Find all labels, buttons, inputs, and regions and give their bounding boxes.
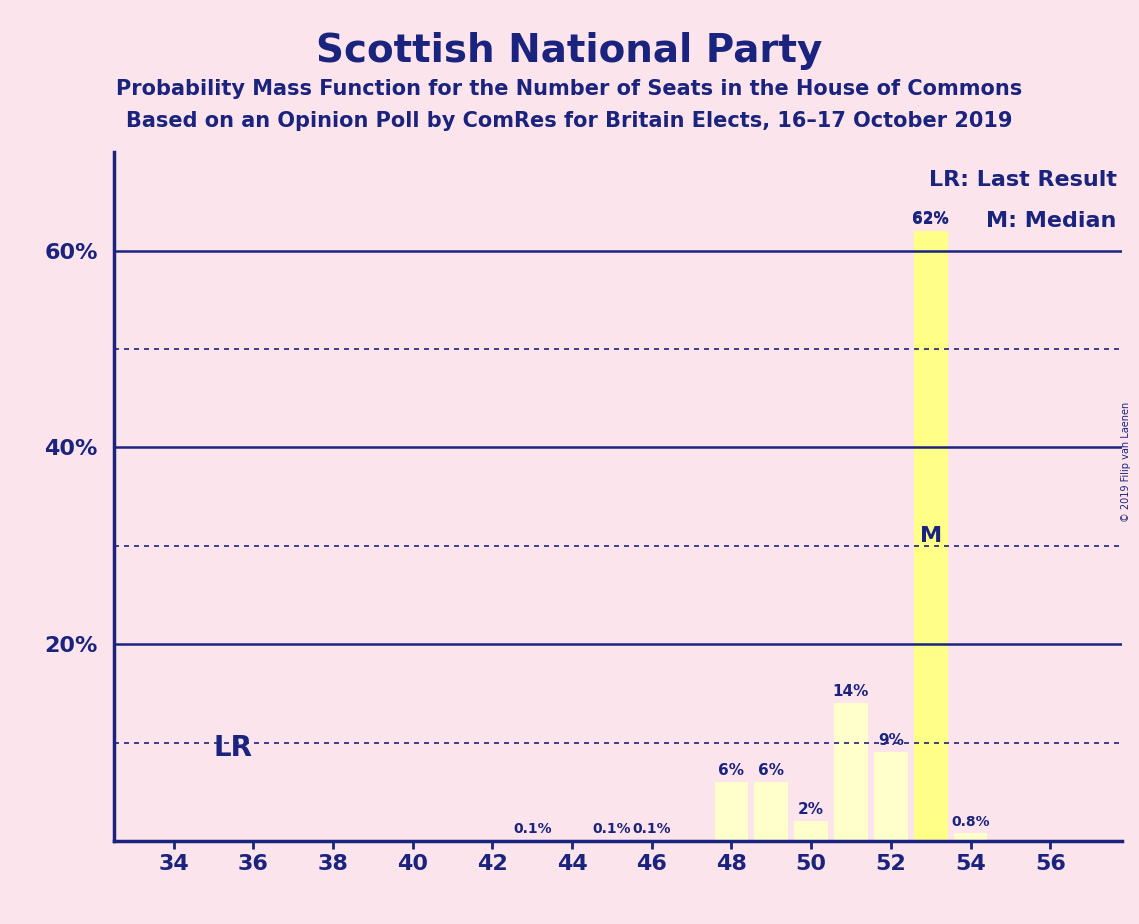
Bar bbox=[634, 840, 669, 841]
Text: 0.1%: 0.1% bbox=[513, 822, 551, 836]
Text: Scottish National Party: Scottish National Party bbox=[317, 32, 822, 70]
Text: Based on an Opinion Poll by ComRes for Britain Elects, 16–17 October 2019: Based on an Opinion Poll by ComRes for B… bbox=[126, 111, 1013, 131]
Bar bbox=[913, 231, 948, 841]
Text: 9%: 9% bbox=[878, 734, 903, 748]
Bar bbox=[953, 833, 988, 841]
Text: 6%: 6% bbox=[759, 763, 785, 778]
Bar bbox=[714, 782, 748, 841]
Text: Probability Mass Function for the Number of Seats in the House of Commons: Probability Mass Function for the Number… bbox=[116, 79, 1023, 99]
Bar bbox=[754, 782, 788, 841]
Bar bbox=[834, 703, 868, 841]
Bar bbox=[874, 752, 908, 841]
Text: 0.8%: 0.8% bbox=[951, 815, 990, 829]
Bar bbox=[595, 840, 629, 841]
Text: 0.1%: 0.1% bbox=[632, 822, 671, 836]
Text: M: M bbox=[919, 526, 942, 546]
Text: © 2019 Filip van Laenen: © 2019 Filip van Laenen bbox=[1121, 402, 1131, 522]
Text: 2%: 2% bbox=[798, 802, 825, 817]
Bar bbox=[794, 821, 828, 841]
Text: 6%: 6% bbox=[719, 763, 745, 778]
Bar bbox=[515, 840, 549, 841]
Text: 14%: 14% bbox=[833, 685, 869, 699]
Text: 0.1%: 0.1% bbox=[592, 822, 631, 836]
Text: 62%: 62% bbox=[912, 213, 949, 227]
Text: 62%: 62% bbox=[912, 212, 949, 226]
Text: LR: LR bbox=[214, 735, 253, 762]
Text: LR: Last Result: LR: Last Result bbox=[929, 170, 1117, 189]
Text: M: Median: M: Median bbox=[986, 211, 1117, 231]
